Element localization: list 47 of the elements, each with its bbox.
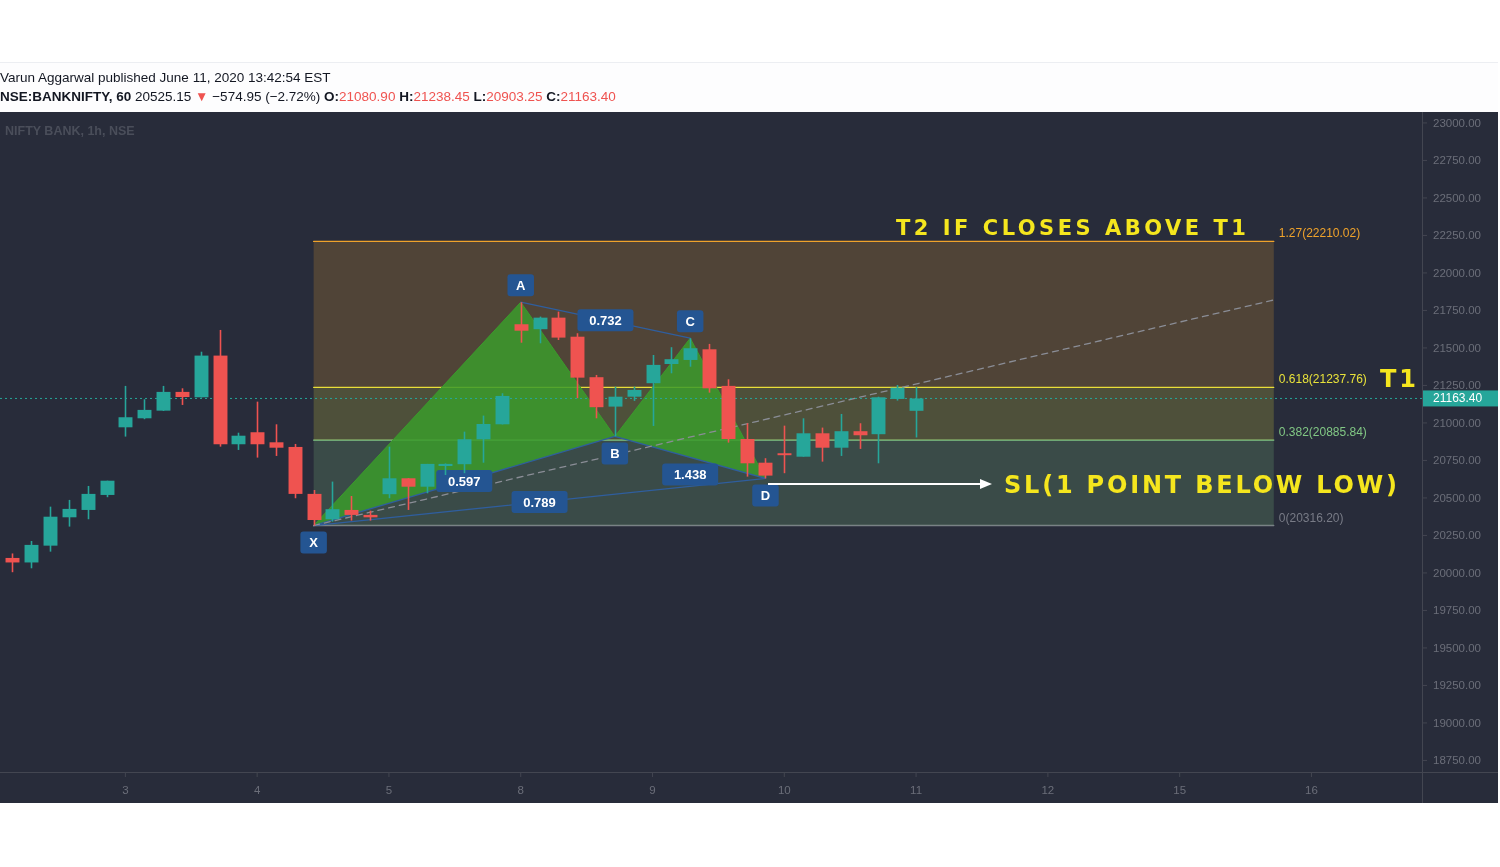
y-tick-label: 22750.00	[1433, 154, 1481, 167]
x-tick-label: 10	[777, 784, 791, 796]
annotation: T2 IF CLOSES ABOVE T1	[896, 216, 1250, 240]
data-label: B	[610, 445, 620, 461]
annotation: T1	[1380, 365, 1419, 393]
series-label: 0.618(21237.76)	[1278, 372, 1367, 387]
y-tick-label: 20250.00	[1433, 529, 1481, 542]
y-tick-label: 20750.00	[1433, 454, 1481, 467]
data-label: X	[309, 535, 319, 551]
y-tick-label: 21000.00	[1433, 416, 1481, 429]
x-tick-label: 15	[1173, 784, 1187, 796]
x-tick-label: 11	[910, 784, 923, 796]
y-tick-label: 21500.00	[1433, 341, 1481, 354]
series-label: 0(20316.20)	[1278, 510, 1344, 525]
series-label: 1.27(22210.02)	[1278, 226, 1361, 241]
x-tick-label: 4	[253, 784, 261, 796]
y-tick-label: 21250.00	[1433, 379, 1481, 392]
data-label: C	[685, 313, 696, 329]
y-tick-label: 19250.00	[1433, 679, 1481, 692]
chart-title: Varun Aggarwal published June 11, 2020 13:42:54 EST	[0, 69, 331, 85]
y-tick-label: 22500.00	[1433, 191, 1481, 204]
x-tick-label: 8	[517, 784, 524, 796]
text: NSE:BANKNIFTY, 60 20525.15 ▼ −574.95 (−2.72%) O:21080.90 H:21238.45 L:20903.25 C:21163.40	[0, 88, 616, 104]
series-label: 1.438	[673, 466, 707, 482]
y-tick-label: 23000.00	[1433, 116, 1481, 129]
y-tick-label: 18750.00	[1433, 754, 1481, 767]
y-tick-label: 19750.00	[1433, 604, 1481, 617]
annotation: SL(1 POINT BELOW LOW)	[1004, 471, 1400, 499]
x-tick-label: 16	[1305, 784, 1318, 796]
x-tick-label: 9	[649, 784, 656, 796]
data-label: A	[516, 277, 527, 293]
y-tick-label: 20000.00	[1433, 566, 1481, 579]
series-label: 0.597	[447, 473, 481, 489]
y-tick-label: 19500.00	[1433, 641, 1481, 654]
x-tick-label: 5	[385, 784, 393, 796]
ref-line-label: 21163.40	[1433, 391, 1483, 406]
data-label: D	[760, 487, 771, 503]
series-label: 0.789	[523, 494, 556, 510]
y-tick-label: 21750.00	[1433, 304, 1481, 317]
series-label: 0.382(20885.84)	[1278, 425, 1367, 440]
y-tick-label: 22250.00	[1433, 229, 1481, 242]
y-tick-label: 20500.00	[1433, 491, 1481, 504]
y-tick-label: 19000.00	[1433, 716, 1481, 729]
y-tick-label: 22000.00	[1433, 266, 1481, 279]
x-tick-label: 3	[122, 784, 129, 796]
series-label: 0.732	[589, 312, 622, 328]
x-tick-label: 12	[1041, 784, 1055, 796]
